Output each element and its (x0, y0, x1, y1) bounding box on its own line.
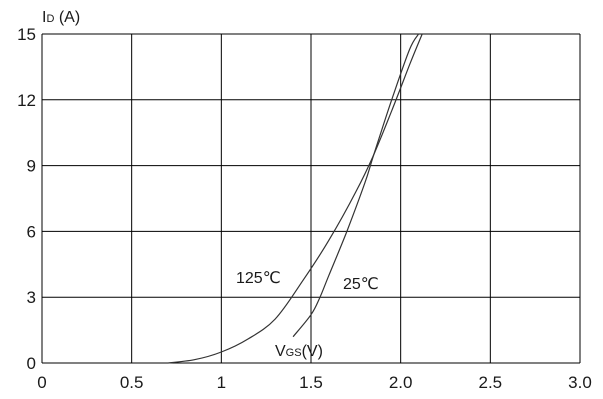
y-tick-label: 12 (17, 91, 36, 110)
x-tick-label: 0.5 (120, 373, 144, 392)
y-tick-label: 0 (27, 354, 36, 373)
x-tick-label: 2.5 (479, 373, 503, 392)
series-line-0 (167, 33, 423, 364)
x-tick-label: 0 (37, 373, 46, 392)
curves (167, 33, 423, 364)
series-label-25c: 25℃ (343, 276, 379, 293)
series-line-1 (292, 33, 420, 338)
y-tick-label: 9 (27, 157, 36, 176)
y-tick-label: 6 (27, 222, 36, 241)
series-label-125c: 125℃ (236, 270, 281, 287)
x-tick-label: 2.0 (389, 373, 413, 392)
x-tick-labels: 0 0.5 1 1.5 2.0 2.5 3.0 (37, 373, 592, 392)
x-tick-label: 1.5 (299, 373, 323, 392)
grid (41, 33, 581, 364)
x-axis-title: VGS(V) (275, 343, 323, 360)
y-tick-labels: 0 3 6 9 12 15 (17, 25, 36, 373)
y-tick-label: 3 (27, 288, 36, 307)
y-tick-label: 15 (17, 25, 36, 44)
x-tick-label: 3.0 (568, 373, 592, 392)
y-axis-title: ID (A) (42, 9, 80, 26)
x-tick-label: 1 (217, 373, 226, 392)
